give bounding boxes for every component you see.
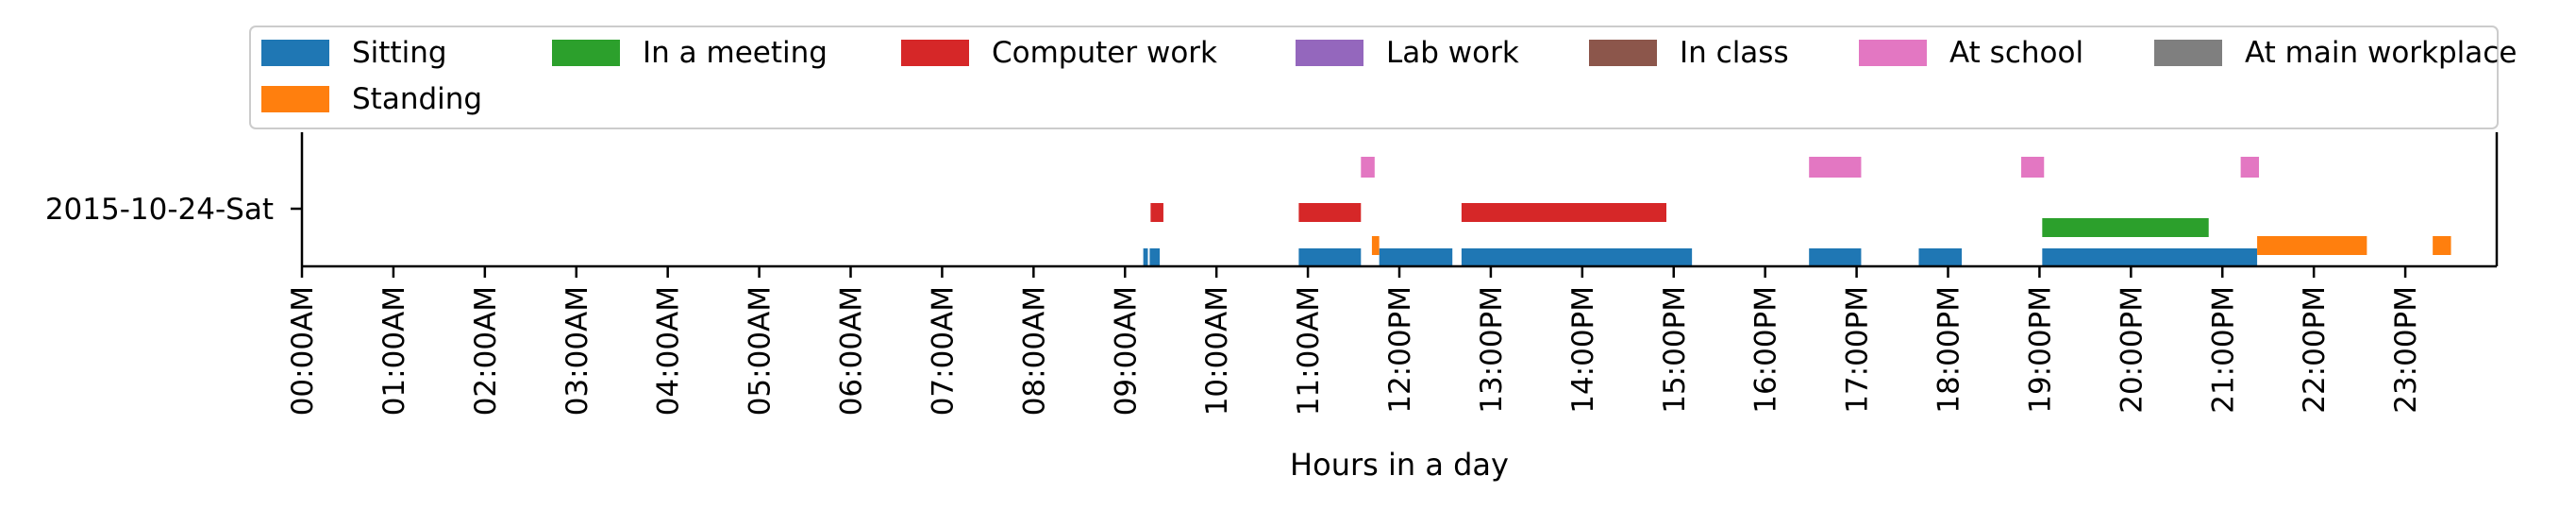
sitting-bar bbox=[1149, 248, 1161, 266]
x-tick-label: 04:00AM bbox=[652, 286, 686, 416]
legend-swatch-sitting bbox=[261, 40, 329, 66]
legend-frame bbox=[249, 26, 2499, 129]
legend-label-in-class: In class bbox=[1680, 36, 1789, 70]
x-axis-title: Hours in a day bbox=[1290, 447, 1509, 483]
x-tick-label: 11:00AM bbox=[1292, 286, 1326, 416]
x-tick-label: 08:00AM bbox=[1017, 286, 1051, 416]
x-tick-label: 22:00PM bbox=[2298, 286, 2332, 414]
x-tick-label: 01:00AM bbox=[377, 286, 411, 416]
legend-label-lab-work: Lab work bbox=[1386, 36, 1519, 70]
legend-label-at-school: At school bbox=[1949, 36, 2083, 70]
sitting-bar bbox=[1809, 248, 1862, 266]
legend-swatch-standing bbox=[261, 86, 329, 112]
x-tick-label: 09:00AM bbox=[1109, 286, 1143, 416]
legend-label-computer-work: Computer work bbox=[992, 36, 1217, 70]
legend-swatch-in-a-meeting bbox=[552, 40, 620, 66]
standing-bar bbox=[2433, 236, 2451, 255]
in-a-meeting-bar bbox=[2042, 218, 2209, 237]
at-school-bar bbox=[2240, 157, 2260, 178]
at-school-bar bbox=[2021, 157, 2045, 178]
legend-swatch-in-class bbox=[1589, 40, 1657, 66]
x-tick-label: 23:00PM bbox=[2389, 286, 2423, 414]
x-tick-label: 19:00PM bbox=[2023, 286, 2057, 414]
x-tick-label: 14:00PM bbox=[1566, 286, 1600, 414]
legend-label-at-main-workplace: At main workplace bbox=[2245, 36, 2517, 70]
computer-work-bar bbox=[1298, 203, 1362, 222]
activity-bars bbox=[1143, 157, 2451, 266]
x-tick-label: 10:00AM bbox=[1200, 286, 1234, 416]
x-tick-label: 05:00AM bbox=[744, 286, 778, 416]
legend: Sitting In a meeting Computer work Lab work… bbox=[249, 26, 2517, 129]
x-tick-label: 15:00PM bbox=[1658, 286, 1692, 414]
x-tick-label: 21:00PM bbox=[2206, 286, 2240, 414]
sitting-bar bbox=[1461, 248, 1693, 266]
at-school-bar bbox=[1361, 157, 1375, 178]
computer-work-bar bbox=[1150, 203, 1163, 222]
sitting-bar bbox=[1918, 248, 1963, 266]
legend-label-standing: Standing bbox=[352, 82, 482, 116]
sitting-bar bbox=[2042, 248, 2258, 266]
x-tick-label: 03:00AM bbox=[560, 286, 594, 416]
x-tick-label: 02:00AM bbox=[469, 286, 503, 416]
x-ticks: 00:00AM 01:00AM 02:00AM 03:00AM 04:00AM 05:00… bbox=[286, 266, 2423, 416]
legend-label-sitting: Sitting bbox=[352, 36, 447, 70]
legend-swatch-at-main-workplace bbox=[2154, 40, 2222, 66]
axes: 2015-10-24-Sat bbox=[45, 132, 2499, 268]
x-tick-label: 12:00PM bbox=[1383, 286, 1417, 414]
standing-bar bbox=[2257, 236, 2367, 255]
legend-swatch-at-school bbox=[1859, 40, 1927, 66]
x-tick-label: 16:00PM bbox=[1749, 286, 1783, 414]
legend-items: Sitting In a meeting Computer work Lab work… bbox=[261, 36, 2517, 116]
sitting-bar bbox=[1298, 248, 1362, 266]
x-tick-label: 13:00PM bbox=[1475, 286, 1509, 414]
at-school-bar bbox=[1809, 157, 1862, 178]
x-tick-label: 07:00AM bbox=[926, 286, 960, 416]
x-tick-label: 18:00PM bbox=[1932, 286, 1966, 414]
x-tick-label: 06:00AM bbox=[835, 286, 869, 416]
sitting-bar bbox=[1379, 248, 1453, 266]
x-tick-label: 00:00AM bbox=[286, 286, 320, 416]
standing-bar bbox=[1371, 236, 1380, 255]
x-tick-label: 20:00PM bbox=[2115, 286, 2149, 414]
computer-work-bar bbox=[1461, 203, 1666, 222]
legend-label-in-a-meeting: In a meeting bbox=[643, 36, 828, 70]
legend-swatch-computer-work bbox=[901, 40, 969, 66]
sitting-bar bbox=[1143, 248, 1148, 266]
x-tick-label: 17:00PM bbox=[1841, 286, 1875, 414]
y-tick-label: 2015-10-24-Sat bbox=[45, 193, 274, 227]
legend-swatch-lab-work bbox=[1296, 40, 1363, 66]
